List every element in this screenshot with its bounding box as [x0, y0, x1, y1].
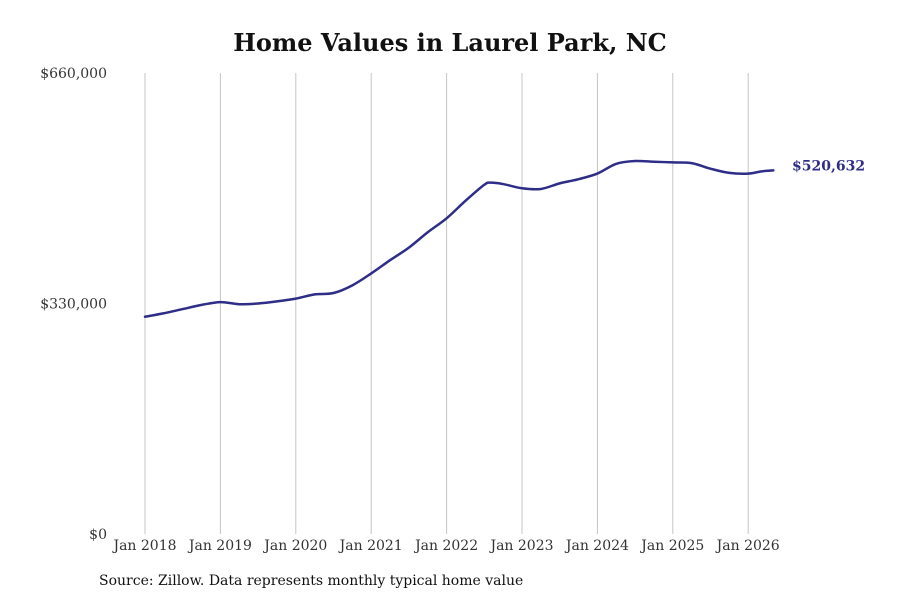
y-tick-label: $0 — [89, 527, 107, 543]
y-axis-tick-labels: $0 $330,000 $660,000 — [40, 66, 107, 543]
x-tick-label: Jan 2020 — [262, 538, 327, 554]
x-tick-label: Jan 2019 — [187, 538, 252, 554]
x-tick-label: Jan 2018 — [111, 538, 176, 554]
x-tick-label: Jan 2025 — [639, 538, 704, 554]
x-tick-label: Jan 2026 — [715, 538, 780, 554]
source-note: Source: Zillow. Data represents monthly … — [99, 573, 524, 589]
series-end-labels: $520,632 — [792, 158, 865, 174]
x-tick-label: Jan 2021 — [338, 538, 403, 554]
series-line-0 — [143, 159, 775, 319]
vertical-gridlines — [144, 73, 749, 534]
x-tick-label: Jan 2022 — [413, 538, 478, 554]
chart-title: Home Values in Laurel Park, NC — [233, 28, 667, 57]
series-end-label: $520,632 — [792, 158, 865, 174]
series-lines — [143, 159, 775, 319]
x-tick-label: Jan 2023 — [488, 538, 553, 554]
y-tick-label: $660,000 — [40, 66, 107, 82]
x-tick-label: Jan 2024 — [564, 538, 629, 554]
x-axis-tick-labels: Jan 2018 Jan 2019 Jan 2020 Jan 2021 Jan 2022… — [111, 538, 779, 554]
y-tick-label: $330,000 — [40, 297, 107, 313]
